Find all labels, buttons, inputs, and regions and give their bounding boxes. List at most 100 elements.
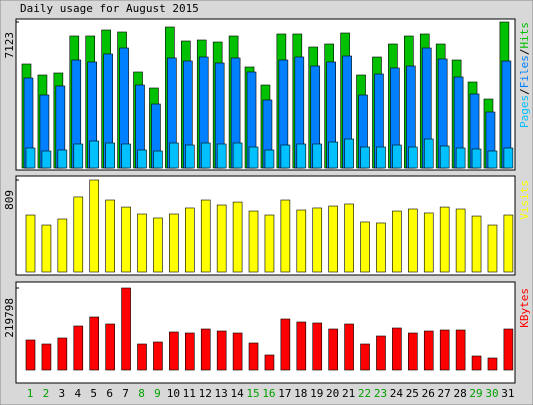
bar: [153, 341, 163, 371]
x-tick-label: 6: [106, 387, 113, 400]
legend: Pages/Files/Hits: [518, 22, 531, 128]
bar: [89, 316, 100, 371]
bar: [89, 179, 100, 273]
bar: [248, 146, 259, 169]
bar: [423, 330, 434, 371]
bar: [121, 143, 131, 169]
bar: [471, 215, 482, 273]
bar: [264, 354, 275, 371]
bar: [121, 287, 131, 371]
x-tick-label: 26: [422, 387, 435, 400]
bar: [455, 329, 466, 371]
bar: [312, 143, 323, 169]
x-tick-label: 8: [138, 387, 145, 400]
bar: [360, 146, 370, 169]
bar: [57, 218, 68, 273]
bar: [455, 208, 466, 273]
bar: [232, 201, 243, 273]
bar: [296, 209, 307, 273]
bar: [503, 147, 514, 169]
bar: [25, 339, 36, 371]
bar: [185, 144, 195, 169]
legend-separator: /: [518, 49, 531, 56]
bar: [216, 330, 227, 371]
bar: [41, 224, 52, 273]
bar: [392, 210, 402, 273]
bar: [57, 149, 68, 169]
bar: [185, 207, 195, 273]
bar: [73, 325, 84, 371]
bar: [200, 142, 211, 169]
bar: [121, 206, 131, 273]
bar: [200, 199, 211, 273]
x-tick-label: 2: [43, 387, 50, 400]
bar: [439, 329, 450, 371]
x-tick-label: 24: [390, 387, 404, 400]
bar: [344, 203, 354, 273]
legend: Visits: [518, 180, 531, 220]
bar: [503, 328, 514, 371]
legend-separator: /: [518, 88, 531, 95]
bar: [487, 150, 498, 169]
bar: [264, 214, 275, 273]
bar: [423, 212, 434, 273]
x-tick-label: 11: [183, 387, 196, 400]
bar: [328, 205, 338, 273]
bar: [296, 143, 307, 169]
x-tick-label: 31: [501, 387, 514, 400]
bar: [137, 149, 147, 169]
bar: [312, 322, 323, 371]
legend-entry: Hits: [518, 22, 531, 49]
x-tick-label: 5: [90, 387, 97, 400]
x-tick-label: 12: [199, 387, 212, 400]
bar: [153, 150, 163, 169]
bar: [248, 342, 259, 371]
x-tick-label: 20: [326, 387, 339, 400]
x-tick-label: 30: [485, 387, 498, 400]
bar: [503, 214, 514, 273]
bar: [248, 210, 259, 273]
bar: [137, 343, 147, 371]
legend: KBytes: [518, 288, 531, 328]
x-tick-label: 1: [27, 387, 34, 400]
bar: [328, 328, 338, 371]
bar: [487, 357, 498, 371]
bar: [25, 147, 36, 169]
bar: [439, 206, 450, 273]
bar: [376, 222, 386, 273]
bar: [408, 332, 418, 371]
x-tick-label: 27: [438, 387, 451, 400]
bar: [57, 337, 68, 371]
legend-entry: Pages: [518, 95, 531, 128]
x-tick-label: 13: [215, 387, 228, 400]
bar: [423, 138, 434, 169]
bar: [392, 144, 402, 169]
x-tick-label: 29: [469, 387, 482, 400]
x-tick-label: 16: [262, 387, 275, 400]
y-tick-label: 219798: [3, 298, 16, 338]
x-tick-label: 23: [374, 387, 387, 400]
x-tick-label: 18: [294, 387, 307, 400]
bar: [216, 143, 227, 169]
bar: [439, 145, 450, 169]
bar: [360, 221, 370, 273]
bar: [89, 140, 100, 169]
bar: [200, 328, 211, 371]
bar: [376, 146, 386, 169]
bar: [328, 141, 338, 169]
bar: [471, 355, 482, 371]
x-tick-label: 3: [59, 387, 66, 400]
x-tick-label: 10: [167, 387, 180, 400]
bar: [408, 208, 418, 273]
chart-title: Daily usage for August 2015: [20, 2, 199, 15]
bar: [25, 214, 36, 273]
bar: [280, 144, 291, 169]
bar: [280, 318, 291, 371]
x-tick-label: 22: [358, 387, 371, 400]
bar: [312, 207, 323, 273]
bar: [41, 150, 52, 169]
y-tick-label: 7123: [3, 32, 16, 59]
bar: [105, 199, 115, 273]
x-tick-label: 19: [310, 387, 323, 400]
